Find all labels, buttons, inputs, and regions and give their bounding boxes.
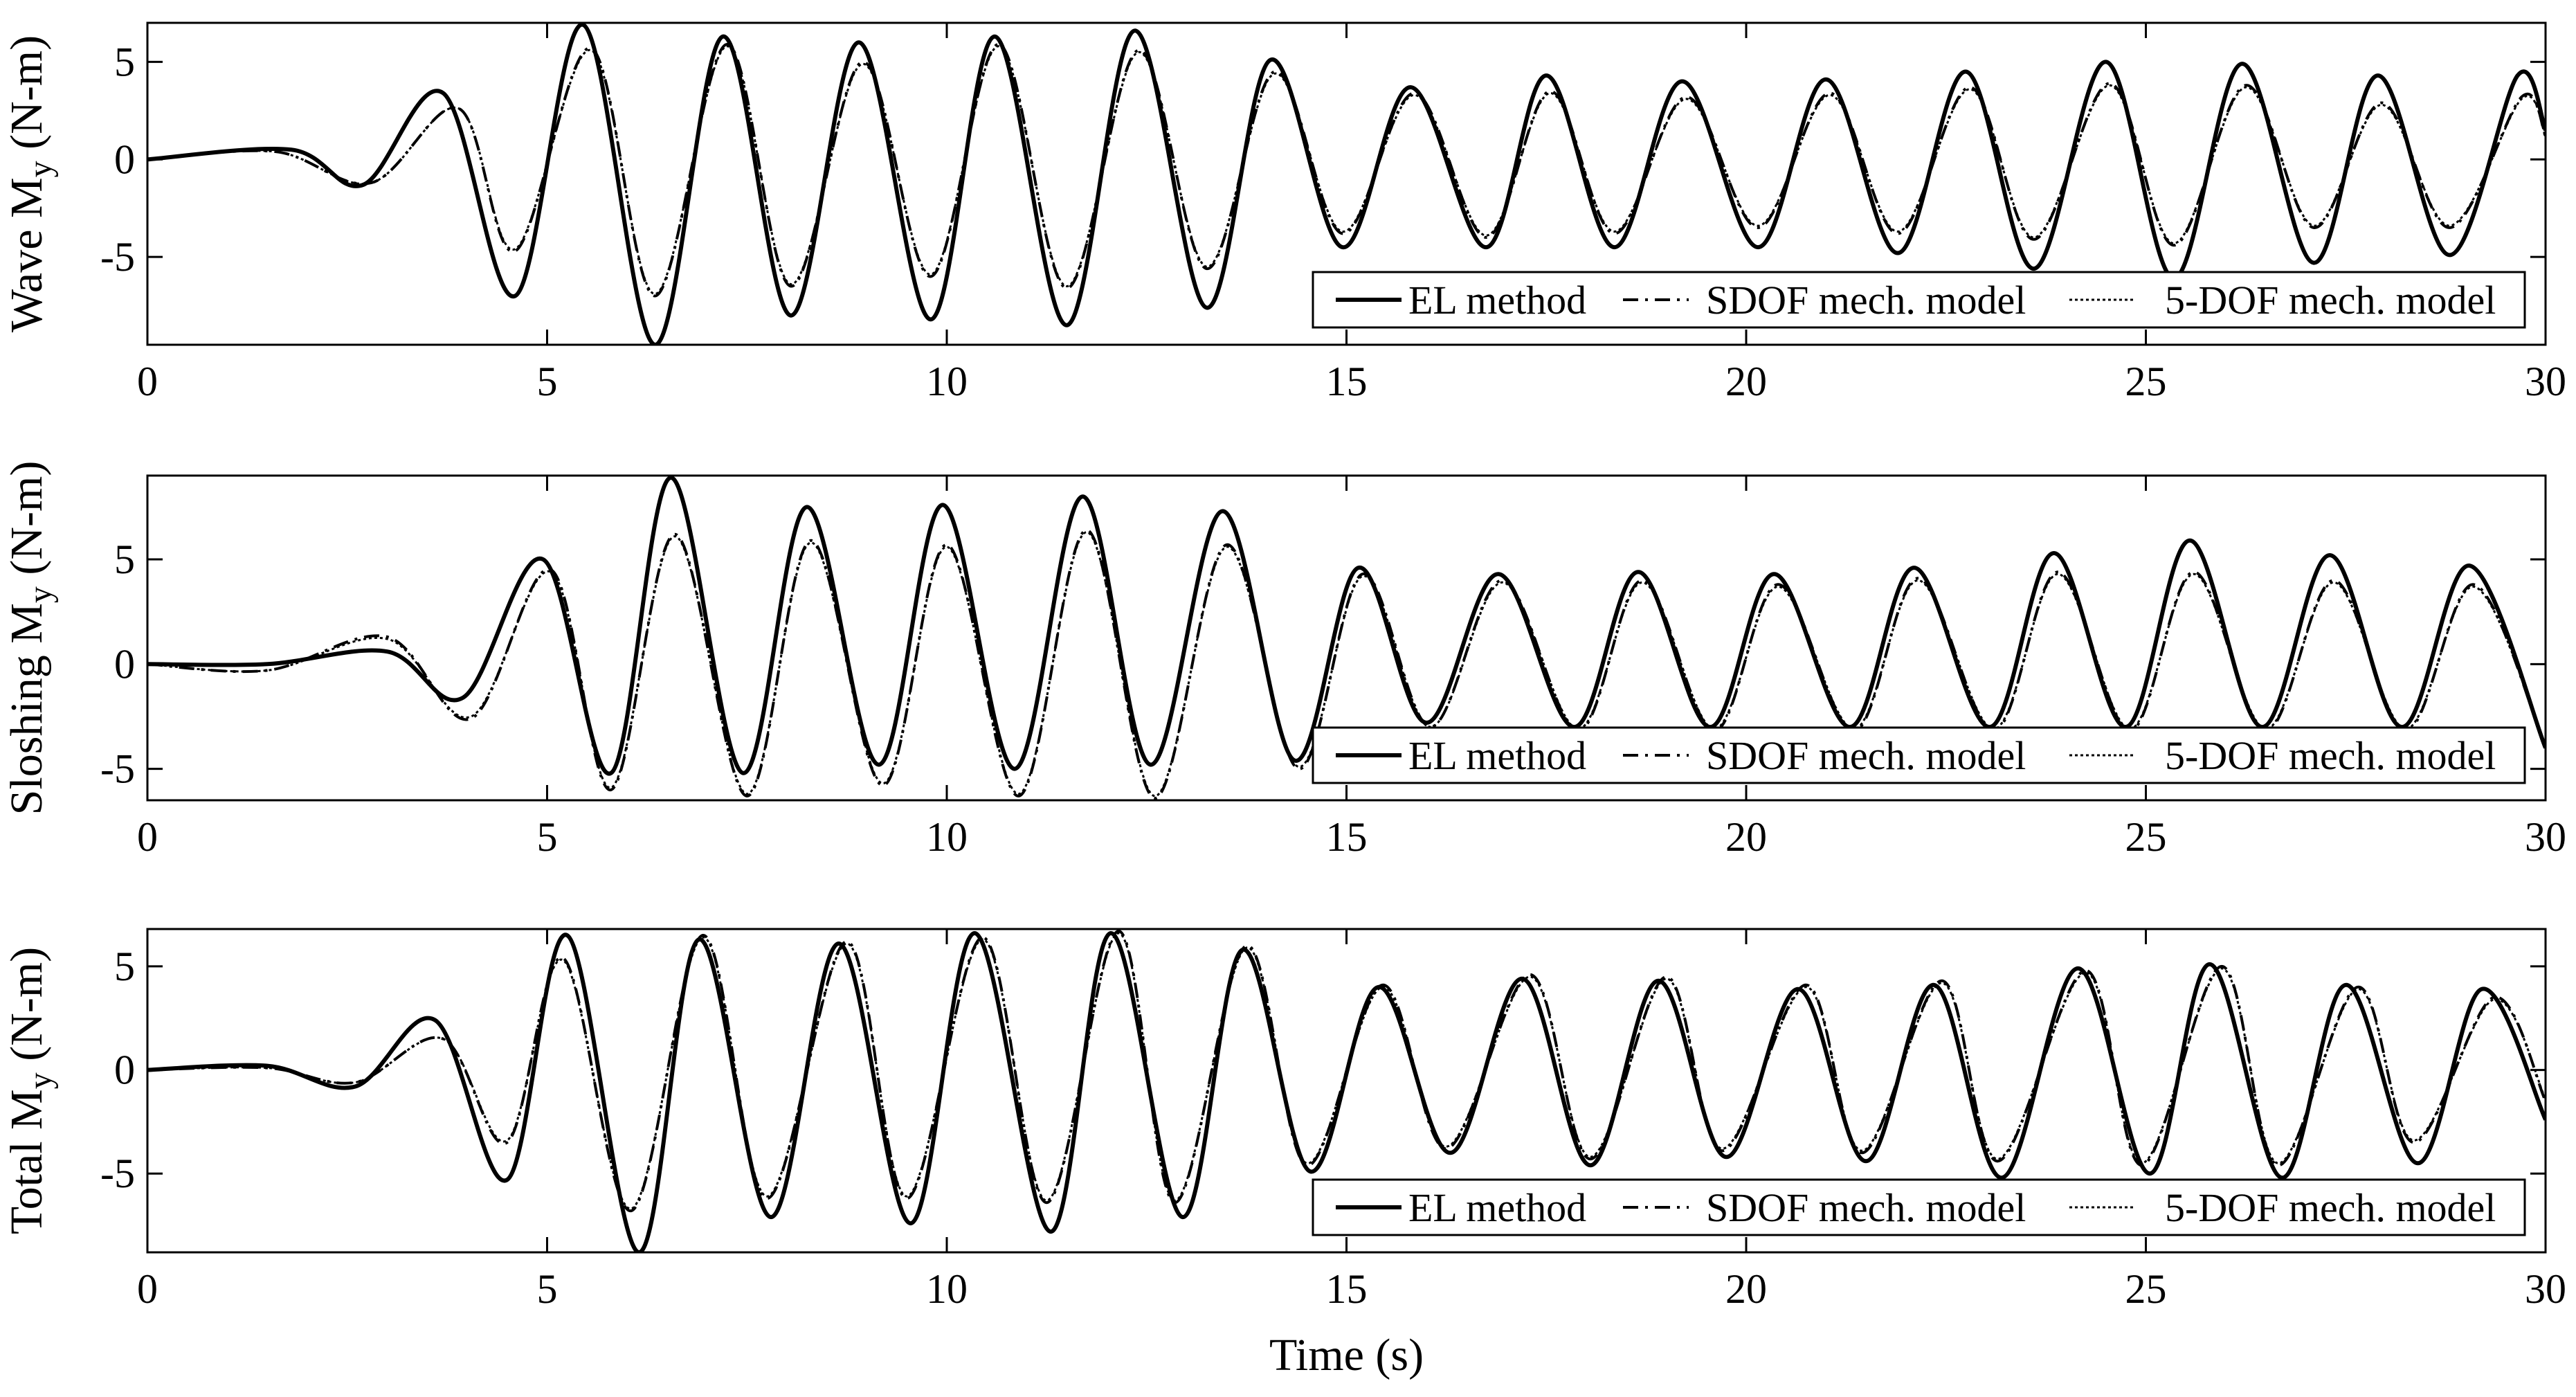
y-tick-label: 5 [114,537,135,582]
legend: EL method SDOF mech. model 5-DOF mech. mod… [1312,726,2526,784]
plot-frame [146,474,2547,802]
y-tick-label: -5 [100,746,135,792]
x-tick-label: 5 [537,814,558,860]
x-tick-label: 25 [2125,359,2167,404]
legend-label-1: EL method [1408,278,1586,323]
y-tick-label: 0 [114,1047,135,1093]
y-tick-label: 0 [114,641,135,687]
legend: EL method SDOF mech. model 5-DOF mech. mod… [1312,271,2526,329]
x-axis-label: Time (s) [1269,1330,1424,1380]
x-tick-label: 25 [2125,1266,2167,1312]
x-tick-label: 15 [1326,814,1368,860]
legend-label-2: SDOF mech. model [1706,278,2026,323]
x-tick-label: 0 [137,814,158,860]
series-line-3 [147,45,2546,296]
x-tick-label: 0 [137,359,158,404]
series-line-3 [147,531,2546,797]
plot-frame [146,928,2547,1254]
x-tick-label: 30 [2525,814,2566,860]
legend-label-3: 5-DOF mech. model [2165,733,2496,778]
y-tick-label: 5 [114,39,135,84]
y-axis-label: Sloshing My (N-m) [1,461,59,815]
y-tick-label: 5 [114,944,135,989]
panel-3: 0 5 10 15 20 25 30 -5 0 5 EL method SDOF mech. mode… [1,928,2566,1380]
x-tick-label: 0 [137,1266,158,1312]
series-line-1 [147,930,2546,1252]
legend-label-3: 5-DOF mech. model [2165,278,2496,323]
x-tick-label: 25 [2125,814,2167,860]
y-axis-label: Wave My (N-m) [1,35,59,332]
legend-box [1312,271,2526,329]
x-tick-label: 10 [926,1266,968,1312]
series-line-1 [147,476,2546,776]
x-tick-label: 15 [1326,359,1368,404]
y-tick-label: -5 [100,234,135,280]
legend-box [1312,726,2526,784]
y-tick-label: -5 [100,1151,135,1196]
legend-label-3: 5-DOF mech. model [2165,1185,2496,1230]
plot-frame [146,21,2547,346]
legend-label-1: EL method [1408,733,1586,778]
legend-label-2: SDOF mech. model [1706,1185,2026,1230]
x-tick-label: 20 [1725,359,1767,404]
legend: EL method SDOF mech. model 5-DOF mech. mod… [1312,1178,2526,1236]
y-tick-label: 0 [114,136,135,182]
legend-label-2: SDOF mech. model [1706,733,2026,778]
x-tick-label: 20 [1725,1266,1767,1312]
plot-area [147,476,2546,800]
series-line-3 [147,932,2546,1210]
plot-area [147,929,2546,1252]
x-tick-label: 10 [926,814,968,860]
legend-label-1: EL method [1408,1185,1586,1230]
x-tick-label: 10 [926,359,968,404]
x-tick-label: 15 [1326,1266,1368,1312]
x-tick-label: 30 [2525,1266,2566,1312]
x-tick-label: 30 [2525,359,2566,404]
x-tick-label: 5 [537,359,558,404]
legend-box [1312,1178,2526,1236]
series-line-2 [147,42,2546,298]
x-tick-label: 20 [1725,814,1767,860]
x-tick-label: 5 [537,1266,558,1312]
y-axis-label: Total My (N-m) [1,947,59,1234]
panel-1: 0 5 10 15 20 25 30 -5 0 5 EL method SDOF mech. mode… [1,21,2566,404]
